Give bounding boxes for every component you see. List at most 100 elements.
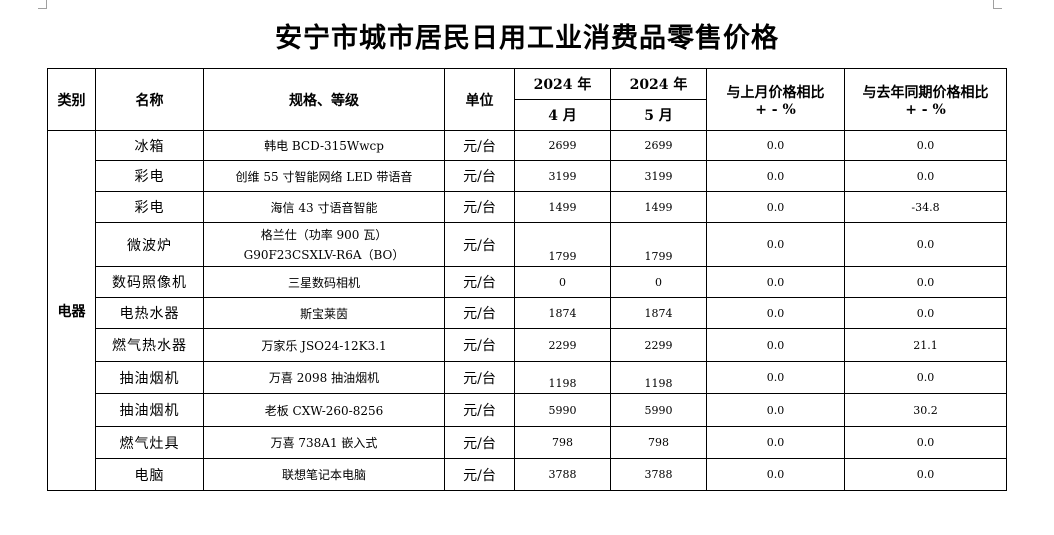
change-mom: 0.0 <box>706 393 845 427</box>
item-name: 数码照像机 <box>95 266 204 298</box>
item-unit: 元/台 <box>444 458 515 491</box>
price-may: 1499 <box>610 191 707 223</box>
corner-mark-right <box>993 0 1002 9</box>
price-april: 2699 <box>514 130 611 161</box>
table-row: 抽油烟机 老板 CXW-260-8256 元/台 5990 5990 0.0 3… <box>48 393 1007 427</box>
table-row: 彩电 创维 55 寸智能网络 LED 带语音 元/台 3199 3199 0.0… <box>48 160 1007 192</box>
header-mom-label: 与上月价格相比 <box>726 84 825 101</box>
item-spec: 海信 43 寸语音智能 <box>203 191 445 223</box>
price-april: 798 <box>514 426 611 459</box>
item-spec: 联想笔记本电脑 <box>203 458 445 491</box>
change-yoy: 21.1 <box>844 328 1007 362</box>
header-yoy-unit: + - % <box>905 101 946 118</box>
item-unit: 元/台 <box>444 328 515 362</box>
item-name: 燃气热水器 <box>95 328 204 362</box>
item-unit: 元/台 <box>444 160 515 192</box>
item-spec: 韩电 BCD-315Wwcp <box>203 130 445 161</box>
item-spec-line2: G90F23CSXLV-R6A（BO） <box>243 247 405 262</box>
item-unit: 元/台 <box>444 297 515 329</box>
item-spec: 万喜 2098 抽油烟机 <box>203 361 445 394</box>
table-row: 电脑 联想笔记本电脑 元/台 3788 3788 0.0 0.0 <box>48 458 1007 491</box>
item-spec: 格兰仕（功率 900 瓦） G90F23CSXLV-R6A（BO） <box>203 222 445 267</box>
header-mom: 与上月价格相比 + - % <box>706 68 845 131</box>
change-yoy: 0.0 <box>844 130 1007 161</box>
item-spec: 万喜 738A1 嵌入式 <box>203 426 445 459</box>
header-mom-unit: + - % <box>755 101 796 118</box>
change-yoy: 0.0 <box>844 458 1007 491</box>
price-may: 1198 <box>610 361 707 394</box>
item-name: 电脑 <box>95 458 204 491</box>
item-name: 电热水器 <box>95 297 204 329</box>
change-mom: 0.0 <box>706 328 845 362</box>
change-mom: 0.0 <box>706 160 845 192</box>
table-row: 燃气灶具 万喜 738A1 嵌入式 元/台 798 798 0.0 0.0 <box>48 426 1007 459</box>
item-unit: 元/台 <box>444 426 515 459</box>
price-april: 3788 <box>514 458 611 491</box>
price-may: 0 <box>610 266 707 298</box>
table-row: 抽油烟机 万喜 2098 抽油烟机 元/台 1198 1198 0.0 0.0 <box>48 361 1007 394</box>
change-mom: 0.0 <box>706 191 845 223</box>
change-yoy: 0.0 <box>844 266 1007 298</box>
price-may: 798 <box>610 426 707 459</box>
header-category: 类别 <box>47 68 96 131</box>
item-name: 冰箱 <box>95 130 204 161</box>
change-mom: 0.0 <box>706 458 845 491</box>
item-unit: 元/台 <box>444 130 515 161</box>
item-spec: 斯宝莱茵 <box>203 297 445 329</box>
header-year-may: 2024 年 <box>610 68 707 100</box>
header-name: 名称 <box>95 68 204 131</box>
corner-mark-left <box>38 0 47 9</box>
change-yoy: -34.8 <box>844 191 1007 223</box>
item-name: 燃气灶具 <box>95 426 204 459</box>
item-spec-line1: 格兰仕（功率 900 瓦） <box>260 227 388 242</box>
change-mom: 0.0 <box>706 297 845 329</box>
item-name: 彩电 <box>95 160 204 192</box>
price-april: 5990 <box>514 393 611 427</box>
price-may: 5990 <box>610 393 707 427</box>
table-row: 电热水器 斯宝莱茵 元/台 1874 1874 0.0 0.0 <box>48 297 1007 329</box>
price-april: 1198 <box>514 361 611 394</box>
item-name: 彩电 <box>95 191 204 223</box>
header-month-may: 5 月 <box>610 99 707 131</box>
change-mom: 0.0 <box>706 426 845 459</box>
change-mom: 0.0 <box>706 130 845 161</box>
header-year-april: 2024 年 <box>514 68 611 100</box>
item-name: 抽油烟机 <box>95 361 204 394</box>
table-row: 数码照像机 三星数码相机 元/台 0 0 0.0 0.0 <box>48 266 1007 298</box>
price-may: 2699 <box>610 130 707 161</box>
price-april: 1499 <box>514 191 611 223</box>
item-spec: 创维 55 寸智能网络 LED 带语音 <box>203 160 445 192</box>
price-april: 3199 <box>514 160 611 192</box>
price-may: 2299 <box>610 328 707 362</box>
price-april: 0 <box>514 266 611 298</box>
change-yoy: 0.0 <box>844 426 1007 459</box>
item-spec: 三星数码相机 <box>203 266 445 298</box>
header-month-april: 4 月 <box>514 99 611 131</box>
price-may: 3199 <box>610 160 707 192</box>
price-may: 1874 <box>610 297 707 329</box>
price-april: 1799 <box>514 222 611 267</box>
header-yoy: 与去年同期价格相比 + - % <box>844 68 1007 131</box>
change-yoy: 0.0 <box>844 222 1007 267</box>
category-cell: 电器 <box>47 130 96 491</box>
price-april: 1874 <box>514 297 611 329</box>
header-spec: 规格、等级 <box>203 68 445 131</box>
change-yoy: 0.0 <box>844 297 1007 329</box>
change-yoy: 0.0 <box>844 361 1007 394</box>
table-row: 电器 冰箱 韩电 BCD-315Wwcp 元/台 2699 2699 0.0 0… <box>47 130 1007 491</box>
price-april: 2299 <box>514 328 611 362</box>
price-may: 1799 <box>610 222 707 267</box>
item-unit: 元/台 <box>444 266 515 298</box>
item-unit: 元/台 <box>444 222 515 267</box>
page-title: 安宁市城市居民日用工业消费品零售价格 <box>275 23 779 54</box>
table-row: 彩电 海信 43 寸语音智能 元/台 1499 1499 0.0 -34.8 <box>48 191 1007 223</box>
item-spec: 万家乐 JSO24-12K3.1 <box>203 328 445 362</box>
item-unit: 元/台 <box>444 361 515 394</box>
table-row: 燃气热水器 万家乐 JSO24-12K3.1 元/台 2299 2299 0.0… <box>48 328 1007 362</box>
change-yoy: 30.2 <box>844 393 1007 427</box>
change-mom: 0.0 <box>706 266 845 298</box>
change-mom: 0.0 <box>706 222 845 267</box>
header-yoy-label: 与去年同期价格相比 <box>862 84 989 101</box>
header-unit: 单位 <box>444 68 515 131</box>
item-unit: 元/台 <box>444 191 515 223</box>
